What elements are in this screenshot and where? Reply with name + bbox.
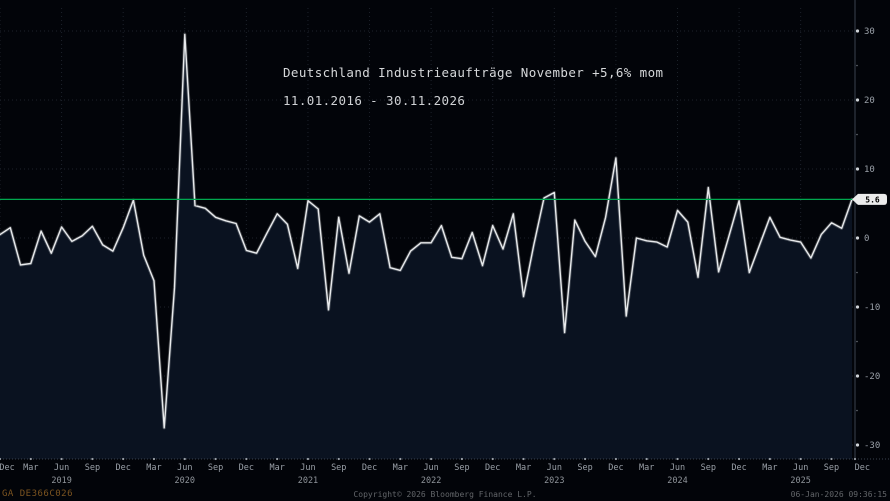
svg-text:2019: 2019 [51,476,71,486]
svg-text:10: 10 [864,165,875,175]
svg-text:Dec: Dec [116,463,131,473]
svg-text:Dec: Dec [855,463,870,473]
svg-text:2023: 2023 [544,476,564,486]
svg-text:Sep: Sep [577,463,592,473]
footer-terminal-code: GA DE366C026 [2,489,74,499]
svg-text:-20: -20 [864,372,880,382]
svg-text:0: 0 [864,234,869,244]
svg-text:Mar: Mar [146,463,161,473]
svg-text:2022: 2022 [421,476,441,486]
svg-text:Jun: Jun [177,463,192,473]
svg-text:2021: 2021 [298,476,318,486]
svg-text:Dec: Dec [362,463,377,473]
footer-timestamp: 06-Jan-2026 09:36:15 [790,490,887,499]
svg-text:Jun: Jun [54,463,69,473]
axes: 30 20 10 0 -10 -20 -30 Dec Mar Jun 2019 Sep Dec Mar Ju… [0,0,890,486]
chart-title: Deutschland Industrieaufträge November +… [283,65,664,80]
svg-text:-10: -10 [864,303,880,313]
last-value-badge: 5.6 [852,193,887,205]
svg-text:Jun: Jun [300,463,315,473]
svg-text:30: 30 [864,27,875,37]
svg-text:Jun: Jun [670,463,685,473]
svg-text:Mar: Mar [516,463,531,473]
svg-text:5.6: 5.6 [865,195,880,204]
svg-text:Mar: Mar [269,463,284,473]
data-line [0,33,853,429]
svg-text:Dec: Dec [731,463,746,473]
svg-text:2025: 2025 [790,476,810,486]
svg-text:Jun: Jun [547,463,562,473]
svg-text:Dec: Dec [485,463,500,473]
svg-text:-30: -30 [864,441,880,451]
svg-text:Jun: Jun [423,463,438,473]
svg-text:Dec: Dec [0,463,15,473]
svg-text:Mar: Mar [639,463,654,473]
svg-text:Sep: Sep [824,463,839,473]
svg-text:Dec: Dec [239,463,254,473]
svg-text:Sep: Sep [85,463,100,473]
svg-text:20: 20 [864,96,875,106]
area-fill [0,34,852,460]
svg-text:Sep: Sep [208,463,223,473]
svg-text:Sep: Sep [701,463,716,473]
footer-copyright: Copyright© 2026 Bloomberg Finance L.P. [353,490,537,499]
svg-text:Mar: Mar [23,463,38,473]
svg-text:2020: 2020 [175,476,195,486]
svg-text:Dec: Dec [608,463,623,473]
svg-text:2024: 2024 [667,476,687,486]
svg-text:Sep: Sep [454,463,469,473]
svg-text:Mar: Mar [393,463,408,473]
svg-text:Sep: Sep [331,463,346,473]
svg-text:Mar: Mar [762,463,777,473]
chart-date-range: 11.01.2016 - 30.11.2026 [283,93,466,108]
svg-text:Jun: Jun [793,463,808,473]
